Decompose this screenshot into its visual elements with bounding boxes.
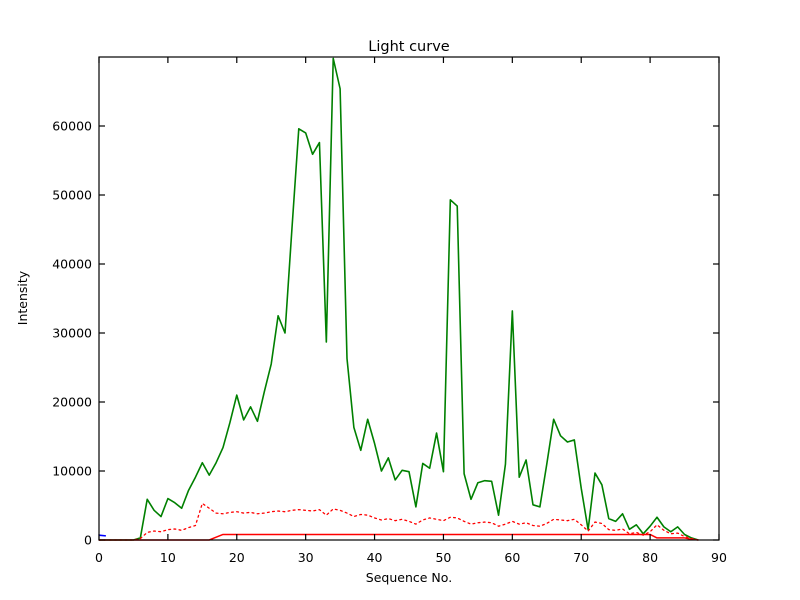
y-tick-label: 40000 (52, 257, 92, 272)
y-tick-label: 20000 (52, 395, 92, 410)
y-tick-label: 0 (84, 533, 92, 548)
main-light-curve (99, 57, 699, 541)
x-tick-label: 20 (229, 550, 245, 565)
x-tick-label: 50 (435, 550, 451, 565)
x-tick-label: 40 (367, 550, 383, 565)
x-tick-label: 80 (642, 550, 658, 565)
x-axis-label: Sequence No. (366, 570, 452, 585)
chart-title: Light curve (368, 39, 450, 55)
x-tick-label: 10 (160, 550, 176, 565)
y-tick-label: 10000 (52, 464, 92, 479)
y-tick-label: 30000 (52, 326, 92, 341)
x-tick-label: 70 (573, 550, 589, 565)
y-tick-label: 50000 (52, 188, 92, 203)
start-marker-curve (98, 534, 106, 537)
plot-content: 0 10 20 30 40 50 60 70 80 90 0 10000 20000 30000 40000… (52, 56, 727, 565)
y-axis-label: Intensity (15, 270, 30, 325)
y-tick-label: 60000 (52, 119, 92, 134)
x-tick-label: 60 (504, 550, 520, 565)
plot-frame (98, 56, 720, 541)
x-tick-label: 0 (95, 550, 103, 565)
x-tick-label: 30 (298, 550, 314, 565)
baseline-level-curve (99, 533, 699, 541)
x-tick-label: 90 (711, 550, 727, 565)
